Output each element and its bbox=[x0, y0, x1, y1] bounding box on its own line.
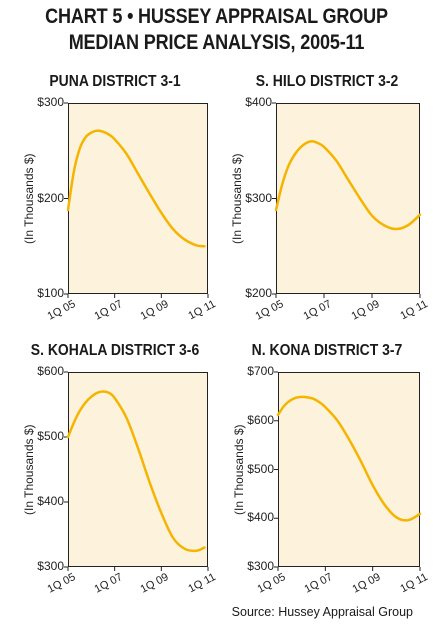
panel-s-kohala-district: S. KOHALA DISTRICT 3-6 $300 $400 $500 $600 (I… bbox=[10, 342, 220, 612]
y-tick-label: $500 bbox=[37, 429, 64, 443]
panel-puna-district: PUNA DISTRICT 3-1 $100 $200 $300 (In Thousan… bbox=[10, 73, 220, 343]
panel-title: PUNA DISTRICT 3-1 bbox=[49, 73, 181, 90]
chart-svg bbox=[272, 102, 422, 298]
panel-title: N. KONA DISTRICT 3-7 bbox=[251, 342, 403, 359]
plot-area bbox=[278, 372, 420, 567]
chart-title-line-1: CHART 5 • HUSSEY APPRAISAL GROUP bbox=[45, 5, 388, 28]
y-tick-label: $400 bbox=[245, 95, 272, 109]
y-tick-label: $600 bbox=[37, 364, 64, 378]
panel-title: S. HILO DISTRICT 3-2 bbox=[255, 73, 399, 90]
plot-area bbox=[276, 103, 420, 294]
source-note: Source: Hussey Appraisal Group bbox=[231, 605, 413, 619]
y-tick-label: $300 bbox=[247, 559, 274, 573]
y-tick-label: $700 bbox=[247, 364, 274, 378]
panel-title: S. KOHALA DISTRICT 3-6 bbox=[30, 342, 200, 359]
y-tick-label: $300 bbox=[37, 559, 64, 573]
plot-area bbox=[68, 372, 208, 567]
y-tick-label: $400 bbox=[247, 510, 274, 525]
y-tick-label: $300 bbox=[37, 95, 64, 109]
median-price-line bbox=[66, 129, 206, 248]
y-tick-label: $200 bbox=[245, 286, 272, 300]
median-price-line bbox=[276, 395, 422, 522]
y-tick-label: $500 bbox=[247, 461, 274, 476]
chart-svg bbox=[64, 102, 209, 298]
y-tick-label: $200 bbox=[37, 190, 64, 205]
panel-s-hilo-district: S. HILO DISTRICT 3-2 $200 $300 $400 (In Thou… bbox=[222, 73, 432, 343]
y-tick-label: $100 bbox=[37, 286, 64, 300]
median-price-line bbox=[274, 139, 422, 231]
panel-n-kona-district: N. KONA DISTRICT 3-7 $300 $400 $500 $600 $700… bbox=[222, 342, 432, 612]
chart-svg bbox=[64, 371, 209, 571]
chart-title-line-2: MEDIAN PRICE ANALYSIS, 2005-11 bbox=[68, 31, 365, 54]
y-tick-label: $300 bbox=[245, 190, 272, 205]
chart-svg bbox=[274, 371, 422, 571]
median-price-line bbox=[66, 390, 206, 553]
y-tick-label: $600 bbox=[247, 412, 274, 427]
plot-area bbox=[68, 103, 208, 294]
y-tick-label: $400 bbox=[37, 494, 64, 508]
